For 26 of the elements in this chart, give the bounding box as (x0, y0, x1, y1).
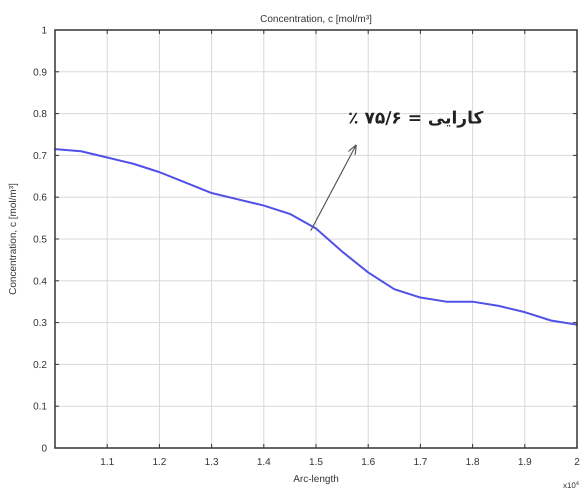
y-tick-label: 0.9 (33, 67, 48, 78)
y-tick-label: 0.6 (33, 192, 48, 204)
y-tick-label: 0.3 (33, 318, 48, 330)
y-tick-label: 0 (41, 444, 48, 454)
x-tick-label: 1.3 (204, 457, 219, 468)
text: x10$^{4}$ (562, 481, 579, 490)
y-tick-label: 0.1 (33, 402, 48, 413)
y-tick-label: 0.8 (33, 109, 48, 120)
y-tick-label: 0.4 (33, 276, 48, 288)
y-tick-label: 0.2 (33, 360, 48, 371)
y-axis-title: Concentration, c [mol/m³] (8, 182, 19, 295)
x-tick-label: 1.7 (413, 457, 428, 468)
x-tick-label: 1.5 (309, 457, 324, 468)
y-tick-label: 0.7 (33, 150, 48, 162)
x-tick-label: 1.2 (152, 457, 167, 468)
annotation: کارایی = ۷۵/۶ ٪ (348, 108, 484, 129)
chart-title: Concentration, c [mol/m³] (260, 14, 372, 25)
x-tick-label: 1.6 (361, 457, 376, 468)
x-tick-label: 1.8 (466, 457, 480, 468)
x-tick-label: 2 (574, 457, 580, 468)
x-tick-label: 1.1 (100, 457, 115, 468)
x-axis-title: Arc-length (293, 474, 339, 485)
x-tick-label: 1.9 (518, 457, 532, 468)
y-tick-label: 0.5 (33, 234, 48, 246)
x-tick-label: 1.4 (256, 457, 272, 468)
y-tick-label: 1 (41, 26, 48, 36)
